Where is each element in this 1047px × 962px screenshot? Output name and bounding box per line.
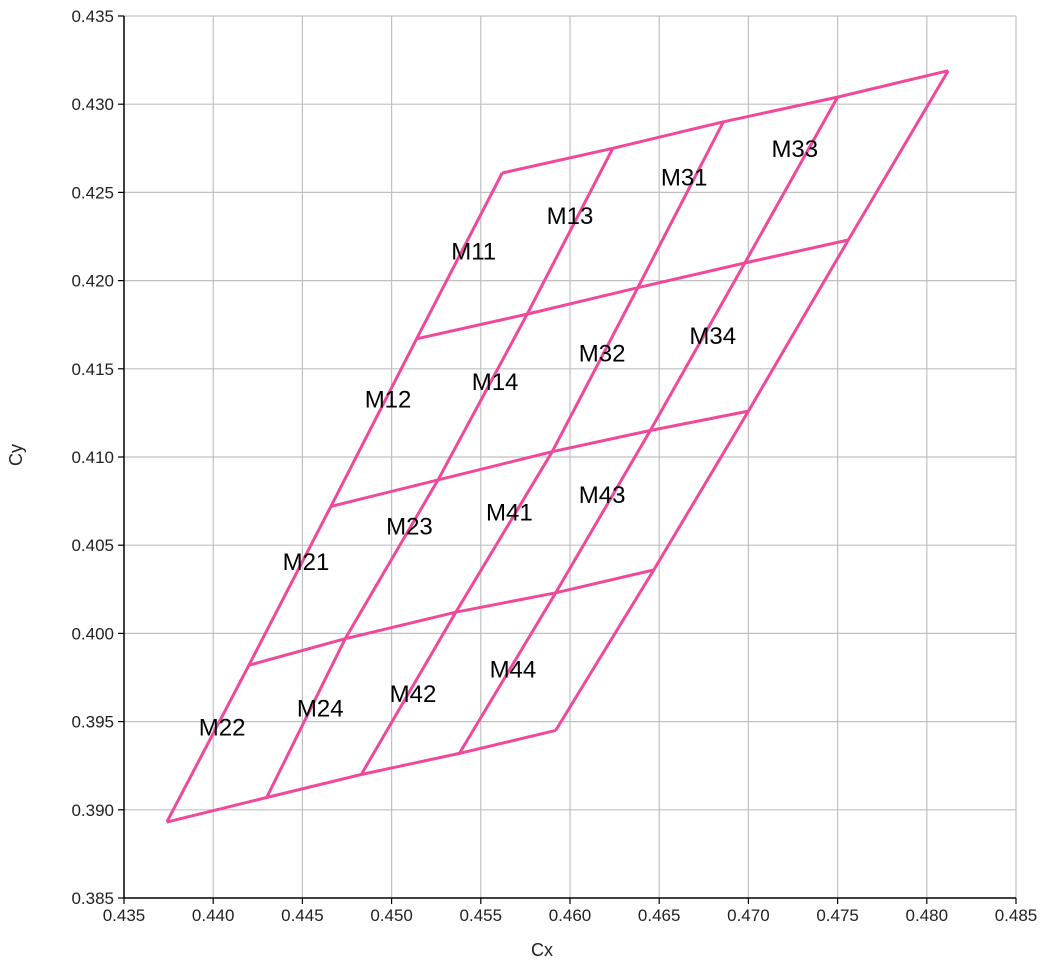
region-label: M14 (472, 369, 519, 396)
region-label: M31 (661, 164, 708, 191)
y-tick-label: 0.395 (71, 713, 114, 732)
series-line (165, 172, 504, 823)
y-tick-label: 0.400 (71, 624, 114, 643)
region-label: M43 (579, 482, 626, 509)
y-tick-label: 0.415 (71, 360, 114, 379)
region-label: M42 (390, 681, 437, 708)
x-tick-label: 0.435 (103, 906, 146, 925)
x-axis-label: Cx (531, 940, 553, 960)
region-label: M13 (547, 203, 594, 230)
x-tick-label: 0.465 (638, 906, 681, 925)
y-tick-label: 0.425 (71, 183, 114, 202)
region-label: M33 (771, 136, 818, 163)
tick-labels: 0.435 0.440 0.445 0.450 0.455 0.460 0.465 0.470… (71, 7, 1037, 925)
y-tick-label: 0.420 (71, 272, 114, 291)
series-line (360, 121, 725, 776)
x-tick-label: 0.485 (995, 906, 1038, 925)
region-label: M32 (579, 341, 626, 368)
series-line (166, 728, 557, 824)
y-tick-label: 0.410 (71, 448, 114, 467)
x-tick-label: 0.460 (549, 906, 592, 925)
region-label: M24 (297, 695, 344, 722)
series-line (554, 69, 950, 732)
y-tick-label: 0.435 (71, 7, 114, 26)
x-tick-label: 0.440 (192, 906, 235, 925)
region-label: M41 (486, 500, 533, 527)
y-axis-label: Cy (6, 444, 26, 466)
y-tick-label: 0.385 (71, 889, 114, 908)
series-line (330, 409, 749, 508)
x-tick-label: 0.475 (816, 906, 859, 925)
series-line (501, 69, 949, 175)
series-line (458, 96, 839, 755)
y-tick-label: 0.390 (71, 801, 114, 820)
region-label: M21 (283, 549, 330, 576)
region-label: M23 (386, 514, 433, 541)
x-tick-label: 0.450 (370, 906, 413, 925)
region-label: M12 (365, 387, 412, 414)
x-tick-label: 0.455 (460, 906, 503, 925)
gridlines (124, 15, 1017, 898)
y-tick-label: 0.430 (71, 95, 114, 114)
region-label: M34 (689, 323, 736, 350)
axes (118, 15, 1017, 904)
region-label: M22 (199, 715, 246, 742)
x-tick-label: 0.470 (727, 906, 770, 925)
region-label: M44 (490, 657, 537, 684)
x-tick-label: 0.445 (281, 906, 324, 925)
y-tick-label: 0.405 (71, 536, 114, 555)
x-tick-label: 0.480 (906, 906, 949, 925)
region-labels: M11 M13 M31 M33 M12 M14 M32 M34 M21 M23 M41 M43 M22 M… (199, 136, 818, 742)
series-line (265, 147, 615, 799)
series-lines (165, 69, 950, 824)
region-label: M11 (451, 238, 496, 265)
